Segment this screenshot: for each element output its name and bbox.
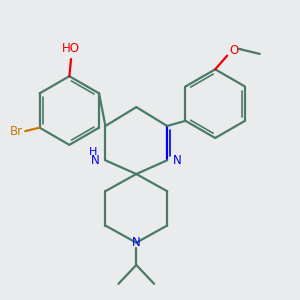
Text: H: H xyxy=(89,147,98,157)
Text: N: N xyxy=(132,236,141,249)
Text: N: N xyxy=(91,154,99,167)
Text: HO: HO xyxy=(62,42,80,55)
Text: O: O xyxy=(230,44,239,57)
Text: Br: Br xyxy=(10,125,23,138)
Text: N: N xyxy=(173,154,182,167)
